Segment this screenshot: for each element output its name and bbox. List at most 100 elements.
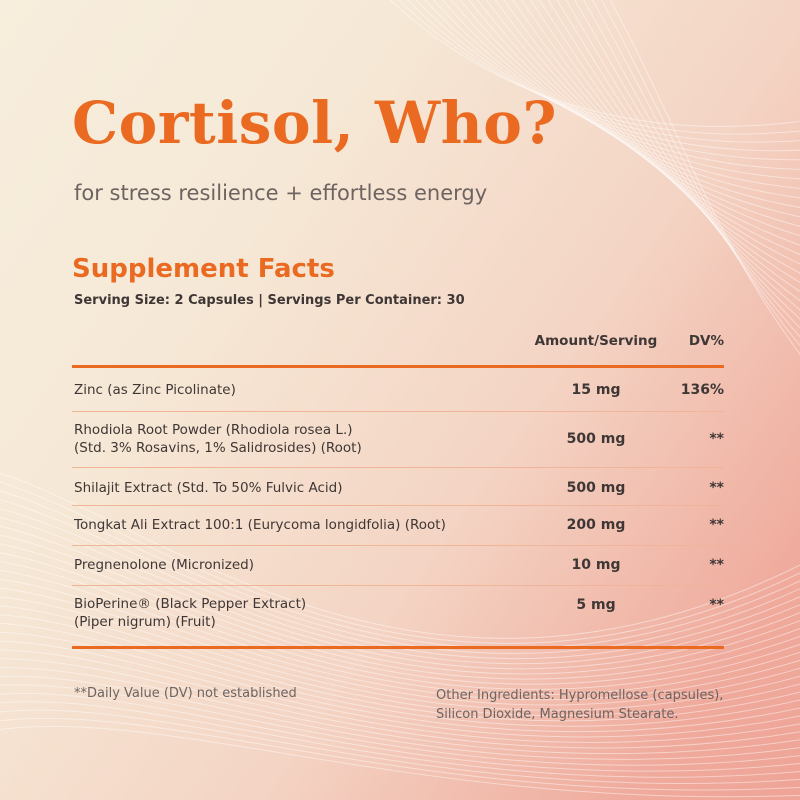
wave-line [0, 472, 800, 639]
wave-line [0, 631, 800, 733]
ingredient-name: Rhodiola Root Powder (Rhodiola rosea L.)… [74, 421, 514, 457]
wave-line [0, 640, 800, 738]
wave-line [0, 543, 800, 680]
wave-line [0, 516, 800, 665]
table-bottom-rule [72, 646, 724, 649]
other-ingredients-line: Silicon Dioxide, Magnesium Stearate. [436, 707, 679, 722]
ingredient-name-line: Zinc (as Zinc Picolinate) [74, 382, 236, 398]
ingredient-name-line: Shilajit Extract (Std. To 50% Fulvic Aci… [74, 480, 343, 496]
wave-line [0, 649, 800, 744]
wave-line [0, 569, 800, 696]
wave-line [0, 534, 800, 675]
row-divider [72, 411, 724, 412]
ingredient-name-line: Pregnenolone (Micronized) [74, 557, 255, 573]
wave-line [398, 0, 800, 135]
dv-footnote: **Daily Value (DV) not established [74, 686, 297, 701]
row-divider [72, 545, 724, 546]
ingredient-name: Shilajit Extract (Std. To 50% Fulvic Aci… [74, 479, 514, 497]
dv-column-header: DV% [688, 333, 724, 349]
supplement-facts-heading: Supplement Facts [72, 254, 335, 284]
product-title: Cortisol, Who? [72, 89, 557, 157]
ingredient-name: Tongkat Ali Extract 100:1 (Eurycoma long… [74, 516, 514, 534]
wave-line [0, 596, 800, 711]
wave-line [0, 490, 800, 649]
wave-line [565, 0, 800, 311]
ingredient-name: Pregnenolone (Micronized) [74, 556, 514, 574]
ingredient-name-line: (Std. 3% Rosavins, 1% Salidrosides) (Roo… [74, 440, 362, 456]
wave-line [494, 0, 800, 237]
wave-line [0, 623, 800, 727]
wave-line [529, 0, 800, 274]
wave-line [0, 658, 800, 749]
amount-column-header: Amount/Serving [534, 333, 658, 349]
wave-line [538, 0, 800, 283]
wave-line [0, 508, 800, 659]
ingredient-dv: ** [709, 517, 724, 533]
wave-line [468, 0, 800, 208]
wave-line [406, 0, 800, 143]
wave-line [556, 0, 800, 302]
ingredient-name: Zinc (as Zinc Picolinate) [74, 381, 514, 399]
serving-info: Serving Size: 2 Capsules | Servings Per … [74, 293, 465, 308]
wave-line [0, 675, 800, 760]
wave-line [0, 605, 800, 717]
product-subtitle: for stress resilience + effortless energ… [74, 181, 488, 205]
wave-line [441, 0, 800, 180]
wave-line [591, 0, 800, 338]
wave-line [609, 0, 800, 355]
wave-line [0, 587, 800, 706]
wave-line [389, 0, 800, 127]
other-ingredients-line: Other Ingredients: Hypromellose (capsule… [436, 688, 724, 703]
wave-line [433, 0, 800, 170]
wave-line [0, 525, 800, 670]
wave-line [0, 614, 800, 722]
wave-line [476, 0, 800, 218]
wave-line [0, 578, 800, 701]
wave-line [574, 0, 800, 320]
ingredient-dv: ** [709, 480, 724, 496]
ingredient-amount: 500 mg [566, 431, 626, 447]
wave-line [450, 0, 800, 189]
other-ingredients: Other Ingredients: Hypromellose (capsule… [436, 686, 756, 724]
ingredient-amount: 10 mg [571, 557, 621, 573]
ingredient-name-line: (Piper nigrum) (Fruit) [74, 614, 216, 630]
table-top-rule [72, 365, 724, 368]
wave-line [0, 684, 800, 766]
ingredient-name-line: Tongkat Ali Extract 100:1 (Eurycoma long… [74, 517, 446, 533]
wave-line [503, 0, 800, 246]
wave-line [0, 717, 800, 791]
wave-line [0, 552, 800, 685]
row-divider [72, 585, 724, 586]
wave-line [0, 709, 800, 785]
ingredient-amount: 15 mg [571, 382, 621, 398]
ingredient-dv: ** [709, 597, 724, 613]
wave-line [512, 0, 800, 255]
ingredient-name-line: BioPerine® (Black Pepper Extract) [74, 596, 307, 612]
wave-line [0, 481, 800, 644]
ingredient-dv: ** [709, 557, 724, 573]
row-divider [72, 467, 724, 468]
wave-line [0, 725, 800, 798]
ingredient-name-line: Rhodiola Root Powder (Rhodiola rosea L.) [74, 422, 353, 438]
ingredient-dv: ** [709, 431, 724, 447]
ingredient-amount: 500 mg [566, 480, 626, 496]
ingredient-name: BioPerine® (Black Pepper Extract) (Piper… [74, 595, 514, 631]
wave-line [600, 0, 800, 347]
ingredient-dv: 136% [680, 382, 724, 398]
ingredient-amount: 200 mg [566, 517, 626, 533]
wave-line [415, 0, 800, 152]
wave-line [521, 0, 800, 265]
wave-line [0, 499, 800, 654]
wave-line [485, 0, 800, 227]
ingredient-amount: 5 mg [576, 597, 616, 613]
row-divider [72, 505, 724, 506]
wave-line [424, 0, 800, 161]
wave-line [0, 667, 800, 755]
wave-line [459, 0, 800, 199]
wave-line [547, 0, 800, 293]
wave-line [0, 701, 800, 778]
wave-line [0, 692, 800, 772]
wave-line [0, 561, 800, 690]
